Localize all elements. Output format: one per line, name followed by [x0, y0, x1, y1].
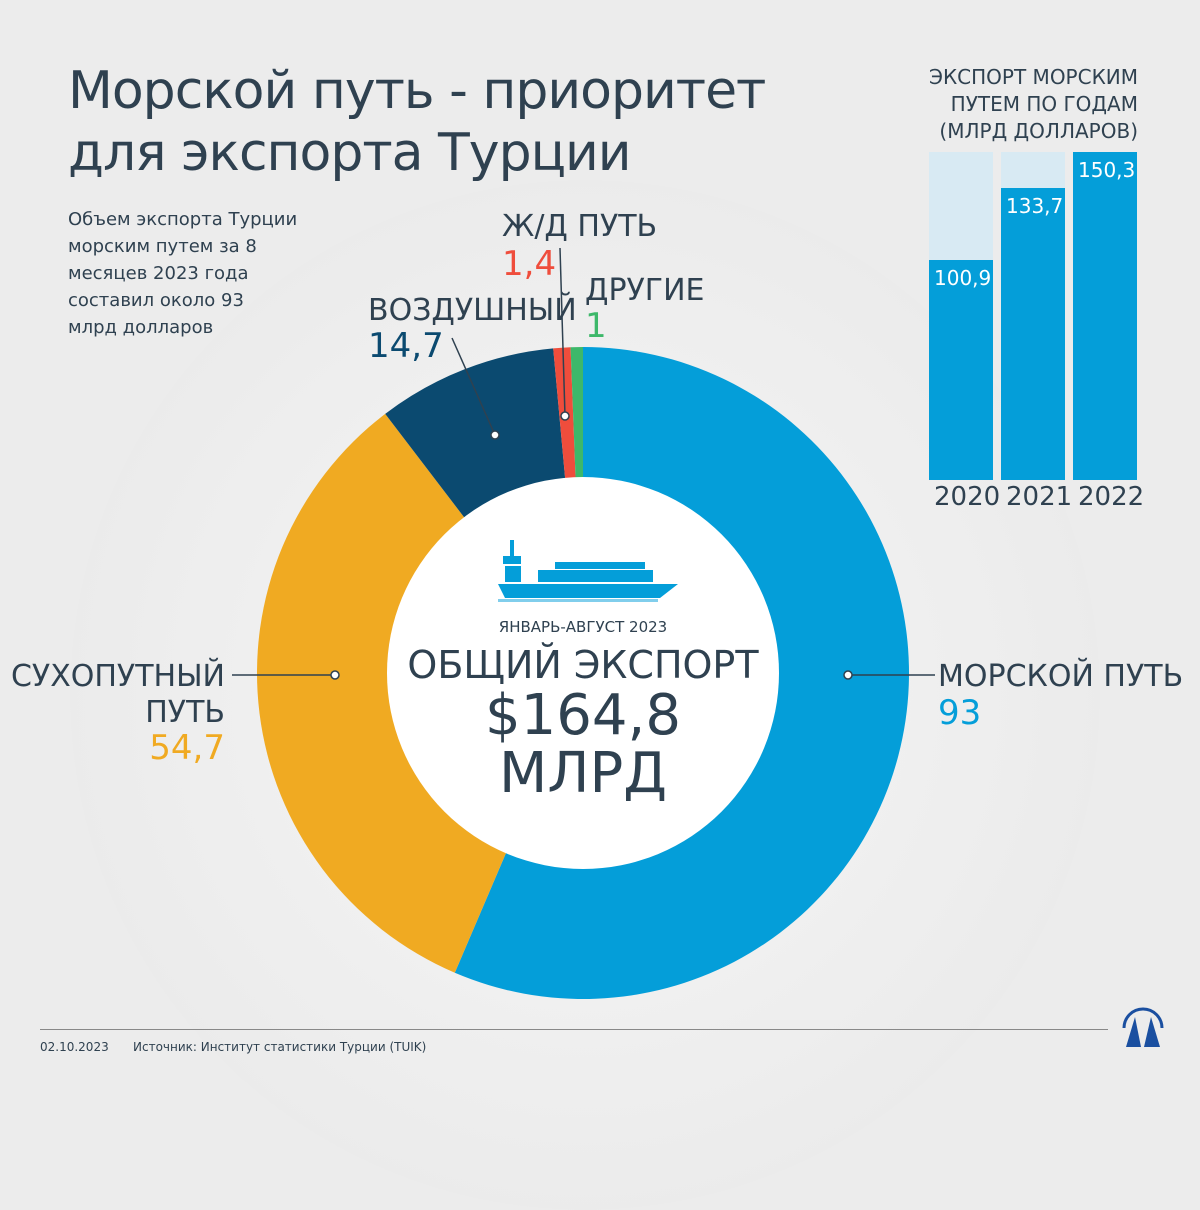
title-line-1: Морской путь - приоритет — [68, 61, 766, 121]
center-unit: МЛРД — [499, 741, 667, 806]
bar-category-label: 2021 — [1006, 482, 1073, 512]
donut-hole — [387, 477, 779, 869]
label-rail: Ж/Д ПУТЬ — [502, 209, 658, 244]
center-period: ЯНВАРЬ-АВГУСТ 2023 — [498, 618, 668, 636]
value-air: 14,7 — [368, 326, 444, 366]
leader-rail — [559, 247, 566, 417]
bar-category-label: 2020 — [934, 482, 1001, 512]
bar-title-line-3: (МЛРД ДОЛЛАРОВ) — [939, 119, 1138, 143]
label-other: ДРУГИЕ — [585, 273, 705, 308]
bar-title-line-2: ПУТЕМ ПО ГОДАМ — [950, 92, 1138, 116]
aa-logo — [1122, 1007, 1164, 1047]
description: Объем экспорта Турции морским путем за 8… — [68, 209, 298, 338]
marker-air — [490, 430, 500, 440]
value-land: 54,7 — [149, 728, 225, 768]
bar-chart-title: ЭКСПОРТ МОРСКИМ ПУТЕМ ПО ГОДАМ (МЛРД ДОЛ… — [900, 64, 1138, 145]
label-air: ВОЗДУШНЫЙ — [368, 293, 577, 328]
bar-title-line-1: ЭКСПОРТ МОРСКИМ — [929, 65, 1138, 89]
bar-category-label: 2022 — [1078, 482, 1145, 512]
page-title: Морской путь - приоритет для экспорта Ту… — [68, 60, 766, 184]
bar-2022 — [1073, 152, 1137, 480]
bar-value-label: 150,3 — [1078, 158, 1136, 182]
bar-2020 — [929, 259, 993, 480]
footer-source: Источник: Институт статистики Турции (TU… — [133, 1040, 427, 1054]
footer-date: 02.10.2023 — [40, 1040, 109, 1054]
title-line-2: для экспорта Турции — [68, 123, 632, 183]
label-land-1: СУХОПУТНЫЙ — [10, 659, 225, 694]
value-other: 1 — [585, 306, 607, 346]
footer-divider — [40, 1029, 1108, 1030]
bar-value-label: 100,9 — [934, 265, 992, 290]
bar-2021 — [1001, 188, 1065, 480]
donut-chart — [232, 247, 935, 999]
leader-air — [451, 337, 496, 436]
container-ship-icon — [498, 540, 678, 602]
marker-sea — [843, 670, 853, 680]
marker-rail — [560, 411, 570, 421]
bar-value-label: 133,7 — [1006, 194, 1064, 219]
label-sea: МОРСКОЙ ПУТЬ — [938, 659, 1184, 694]
center-amount: $164,8 — [485, 683, 681, 748]
value-rail: 1,4 — [502, 244, 557, 284]
center-label: ОБЩИЙ ЭКСПОРТ — [407, 643, 759, 687]
label-land-2: ПУТЬ — [145, 695, 225, 730]
marker-land — [330, 670, 340, 680]
value-sea: 93 — [938, 693, 982, 733]
